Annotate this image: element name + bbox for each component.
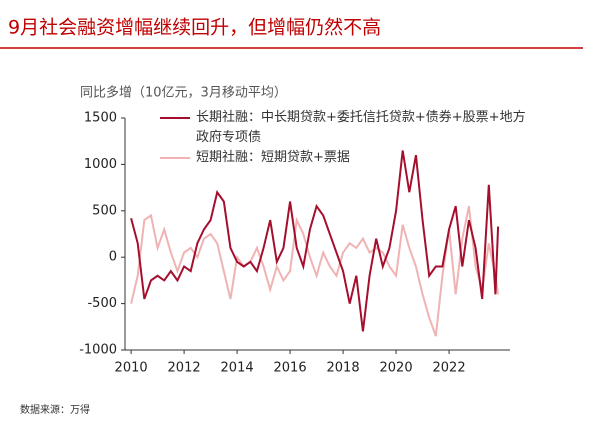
legend-item: 长期社融：中长期贷款+委托信托贷款+债券+股票+地方政府专项债 [160,108,530,148]
y-tick-label: 500 [92,203,117,218]
legend-label: 短期社融：短期贷款+票据 [196,150,350,165]
y-tick-label: -1000 [79,343,117,358]
y-axis-label: 同比多增（10亿元，3月移动平均） [80,85,287,101]
y-tick-label: 1000 [84,157,117,172]
x-tick-label: 2020 [380,361,413,376]
chart-title: 9月社会融资增幅继续回升，但增幅仍然不高 [8,17,381,39]
legend-swatch [160,117,190,119]
legend: 长期社融：中长期贷款+委托信托贷款+债券+股票+地方政府专项债短期社融：短期贷款… [160,108,530,168]
x-tick-label: 2010 [115,361,148,376]
y-tick-label: 1500 [84,111,117,126]
series-line [130,205,500,337]
x-tick-label: 2018 [327,361,360,376]
series-line [130,150,500,332]
x-tick-label: 2012 [168,361,201,376]
legend-swatch [160,157,190,159]
x-tick-label: 2014 [221,361,254,376]
x-tick-label: 2022 [433,361,466,376]
x-tick-label: 2016 [274,361,307,376]
legend-label: 长期社融：中长期贷款+委托信托贷款+债券+股票+地方政府专项债 [196,110,526,145]
legend-item: 短期社融：短期贷款+票据 [160,148,530,168]
y-tick-label: 0 [109,250,117,265]
y-tick-label: -500 [87,296,117,311]
source: 数据来源：万得 [20,403,90,416]
